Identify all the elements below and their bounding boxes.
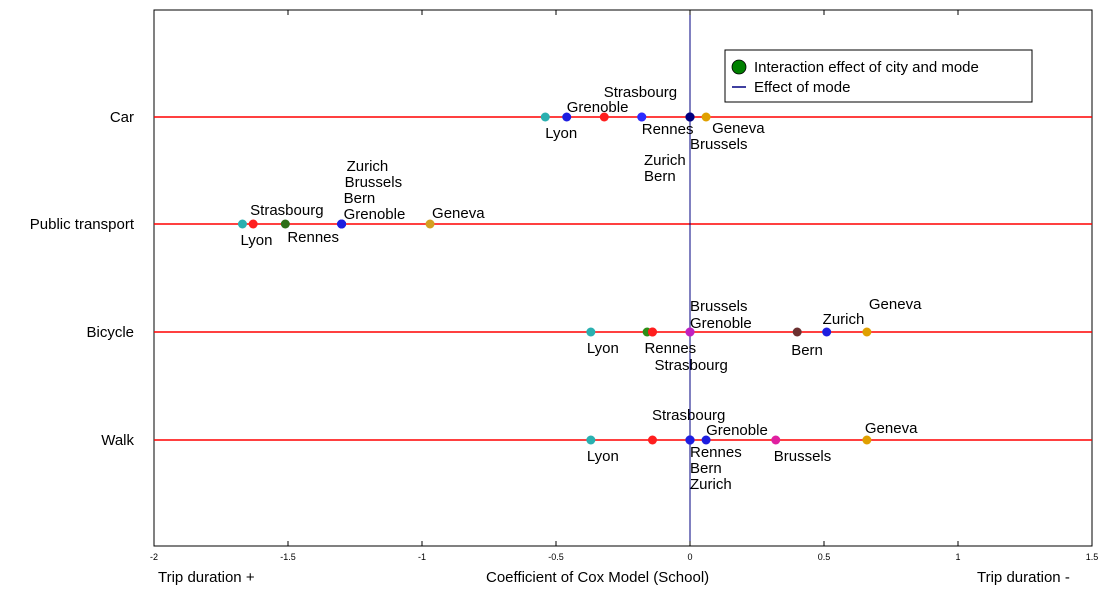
tick-label: 0	[687, 552, 692, 562]
point-label-geneva: Geneva	[432, 205, 485, 222]
data-point	[599, 112, 609, 122]
data-point-lyon	[586, 327, 596, 337]
point-label-brussels: Brussels	[690, 298, 748, 315]
data-point-strasbourg	[248, 219, 258, 229]
data-point-geneva	[425, 219, 435, 229]
point-label-strasbourg: Strasbourg	[604, 84, 677, 101]
point-label-bern: Bern	[644, 168, 676, 185]
data-point-grenoble	[701, 435, 711, 445]
data-point-grenoble	[685, 327, 695, 337]
data-point-bern	[685, 112, 695, 122]
point-label-strasbourg: Strasbourg	[250, 202, 323, 219]
point-label-rennes: Rennes	[644, 340, 696, 357]
point-label-zurich: Zurich	[644, 152, 686, 169]
point-label-lyon: Lyon	[587, 448, 619, 465]
legend-item-mode: Effect of mode	[754, 79, 850, 96]
point-labels: LyonGrenobleStrasbourgRennesBrusselsZuri…	[240, 84, 922, 493]
data-point-brussels	[771, 435, 781, 445]
tick-label: 1	[955, 552, 960, 562]
point-label-strasbourg: Strasbourg	[652, 407, 725, 424]
point-label-strasbourg: Strasbourg	[654, 357, 727, 374]
legend-item-interaction: Interaction effect of city and mode	[754, 59, 979, 76]
data-point-bern	[792, 327, 802, 337]
x-axis-ticks: -2 -1.5 -1 -0.5 0 0.5 1 1.5	[150, 10, 1098, 562]
point-label-geneva: Geneva	[865, 420, 918, 437]
data-point-geneva	[862, 327, 872, 337]
data-point-grenoble	[337, 219, 347, 229]
data-point-grenoble	[562, 112, 572, 122]
data-point-strasbourg	[647, 327, 657, 337]
tick-label: -0.5	[548, 552, 564, 562]
data-point-lyon	[586, 435, 596, 445]
tick-label: 0.5	[818, 552, 831, 562]
point-label-lyon: Lyon	[587, 340, 619, 357]
point-label-grenoble: Grenoble	[344, 206, 406, 223]
point-label-brussels: Brussels	[345, 174, 403, 191]
point-label-lyon: Lyon	[240, 232, 272, 249]
point-label-bern: Bern	[344, 190, 376, 207]
data-point-lyon	[540, 112, 550, 122]
data-point-rennes	[637, 112, 647, 122]
point-label-geneva: Geneva	[712, 120, 765, 137]
category-label: Car	[110, 109, 134, 126]
point-label-brussels: Brussels	[774, 448, 832, 465]
data-point-geneva	[701, 112, 711, 122]
tick-label: -1	[418, 552, 426, 562]
category-label: Walk	[101, 432, 134, 449]
mode-lines	[154, 116, 1092, 441]
data-point-zurich	[822, 327, 832, 337]
point-label-bern: Bern	[791, 342, 823, 359]
point-label-lyon: Lyon	[545, 125, 577, 142]
x-axis-label-right: Trip duration -	[977, 569, 1070, 586]
data-point-geneva	[862, 435, 872, 445]
point-label-rennes: Rennes	[642, 121, 694, 138]
point-label-rennes: Rennes	[287, 229, 339, 246]
point-label-geneva: Geneva	[869, 296, 922, 313]
point-label-grenoble: Grenoble	[706, 422, 768, 439]
point-label-rennes: Rennes	[690, 444, 742, 461]
x-axis-label-left: Trip duration +	[158, 569, 255, 586]
data-point-lyon	[237, 219, 247, 229]
tick-label: -1.5	[280, 552, 296, 562]
x-axis-label: Coefficient of Cox Model (School)	[486, 569, 709, 586]
legend-box	[724, 49, 1033, 103]
legend: Interaction effect of city and mode Effe…	[724, 49, 1033, 103]
legend-marker-icon	[731, 59, 747, 75]
data-points	[237, 112, 872, 445]
point-label-bern: Bern	[690, 460, 722, 477]
point-label-zurich: Zurich	[347, 158, 389, 175]
category-label: Bicycle	[86, 324, 134, 341]
category-label: Public transport	[30, 216, 135, 233]
point-label-zurich: Zurich	[690, 476, 732, 493]
category-labels: Car Public transport Bicycle Walk	[30, 109, 135, 449]
point-label-grenoble: Grenoble	[690, 315, 752, 332]
point-label-zurich: Zurich	[823, 311, 865, 328]
data-point	[647, 435, 657, 445]
point-label-brussels: Brussels	[690, 136, 748, 153]
point-label-grenoble: Grenoble	[567, 99, 629, 116]
data-point-zurich	[685, 435, 695, 445]
tick-label: -2	[150, 552, 158, 562]
data-point-rennes	[280, 219, 290, 229]
tick-label: 1.5	[1086, 552, 1099, 562]
